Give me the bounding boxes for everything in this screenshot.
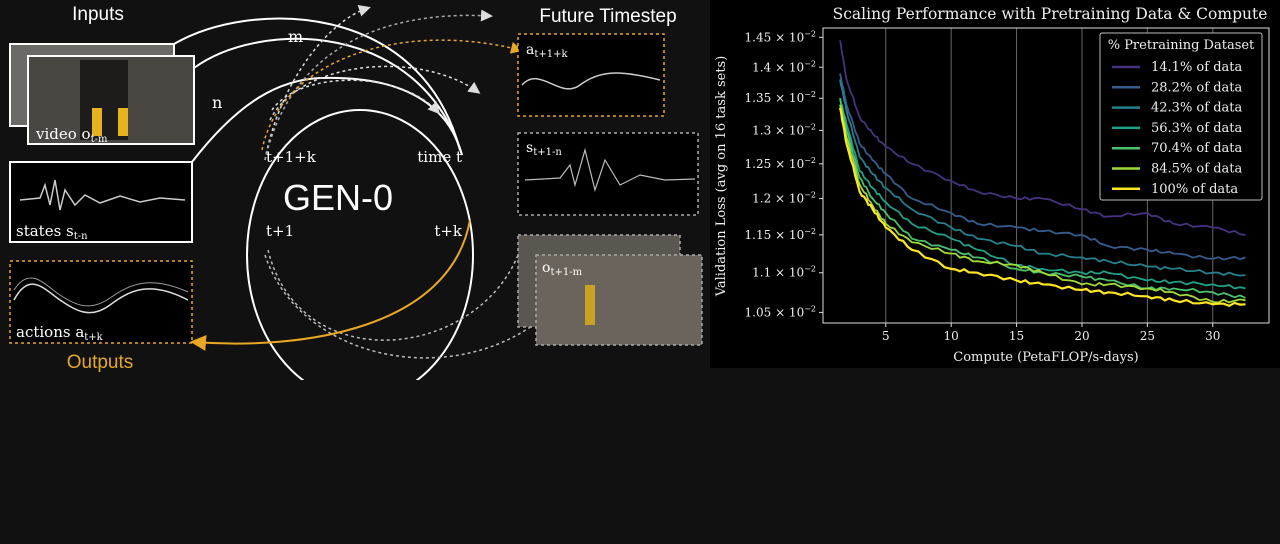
video-label: video ot-m xyxy=(35,125,108,145)
y-tick-label: 1.35 × 10−2 xyxy=(745,90,816,105)
output-arc xyxy=(190,219,471,351)
future-action-box xyxy=(517,33,665,117)
series-line xyxy=(839,98,1246,290)
series-line xyxy=(838,107,1246,308)
states-waveform xyxy=(19,179,186,211)
m-label: m xyxy=(288,27,303,46)
legend-entry: 100% of data xyxy=(1151,182,1238,197)
gripper-finger-right xyxy=(118,108,128,136)
gen0-title: GEN-0 xyxy=(283,177,393,218)
actions-waveform xyxy=(13,283,189,314)
series-line xyxy=(839,79,1246,277)
x-tick-label: 15 xyxy=(1009,329,1024,343)
x-tick-label: 10 xyxy=(944,329,959,343)
future-state-label: st+1-n xyxy=(526,140,562,158)
future-action-waveform xyxy=(521,72,661,90)
actions-label: actions at+k xyxy=(16,323,104,343)
future-arc-1 xyxy=(264,4,371,161)
y-tick-label: 1.3 × 10−2 xyxy=(752,122,816,137)
y-tick-label: 1.4 × 10−2 xyxy=(752,59,816,74)
future-obs-label: ot+1-m xyxy=(542,260,583,278)
x-tick-label: 30 xyxy=(1205,329,1220,343)
legend-entry: 14.1% of data xyxy=(1151,60,1242,75)
clock-label-bottom-right: t+k xyxy=(434,222,463,240)
video-arc-2 xyxy=(193,37,463,156)
y-tick-label: 1.2 × 10−2 xyxy=(752,191,816,206)
n-label: n xyxy=(212,93,222,112)
scaling-chart: Scaling Performance with Pretraining Dat… xyxy=(710,0,1280,368)
inputs-label: Inputs xyxy=(72,4,124,25)
plot-frame xyxy=(822,27,1270,324)
future-arc-2 xyxy=(264,9,493,161)
future-obs-frame-front xyxy=(535,254,703,346)
clock-label-top-right: time t xyxy=(417,148,462,166)
future-action-label: at+1+k xyxy=(526,42,568,60)
series-line xyxy=(839,104,1246,304)
future-state-waveform xyxy=(524,147,696,193)
gen0-diagram: Inputs Future Timestep Outputs video ot-… xyxy=(9,4,703,380)
clock-label-bottom-left: t+1 xyxy=(266,222,294,240)
future-state-arc xyxy=(267,249,521,341)
gen0-cycle-circle xyxy=(246,109,474,380)
x-tick-label: 25 xyxy=(1140,329,1155,343)
future-state-box xyxy=(517,132,699,216)
legend-entry: 84.5% of data xyxy=(1151,162,1242,177)
legend-entry: 42.3% of data xyxy=(1151,101,1242,116)
legend: % Pretraining Dataset 14.1% of data 28.2%… xyxy=(1099,32,1263,201)
series-line xyxy=(839,73,1246,261)
legend-entry: 70.4% of data xyxy=(1151,141,1242,156)
legend-entry: 28.2% of data xyxy=(1151,80,1242,95)
x-tick-label: 20 xyxy=(1074,329,1089,343)
actions-box xyxy=(9,260,193,344)
legend-entry: 56.3% of data xyxy=(1151,121,1242,136)
y-tick-label: 1.05 × 10−2 xyxy=(745,304,816,319)
y-tick-label: 1.25 × 10−2 xyxy=(745,156,816,171)
future-obs-arc xyxy=(264,254,541,359)
y-tick-label: 1.45 × 10−2 xyxy=(745,29,816,44)
states-label: states st-n xyxy=(16,222,88,242)
x-tick-label: 5 xyxy=(882,329,890,343)
actions-waveform-shadow xyxy=(13,277,189,307)
outputs-label: Outputs xyxy=(67,352,134,373)
future-obs-gripper xyxy=(585,285,595,325)
legend-title: % Pretraining Dataset xyxy=(1108,38,1255,53)
chart-title: Scaling Performance with Pretraining Dat… xyxy=(833,5,1268,23)
clock-label-top-left: t+1+k xyxy=(266,148,317,166)
video-arc-1 xyxy=(173,17,461,151)
y-tick-label: 1.1 × 10−2 xyxy=(752,265,816,280)
future-action-arc xyxy=(261,39,523,151)
future-timestep-label: Future Timestep xyxy=(539,6,676,27)
y-tick-label: 1.15 × 10−2 xyxy=(745,227,816,242)
y-axis-label: Validation Loss (avg on 16 task sets) xyxy=(714,56,729,298)
series-line xyxy=(839,40,1246,236)
future-arc-4 xyxy=(271,79,441,115)
x-axis-label: Compute (PetaFLOP/s-days) xyxy=(953,350,1138,365)
gripper-finger-left xyxy=(92,108,102,136)
